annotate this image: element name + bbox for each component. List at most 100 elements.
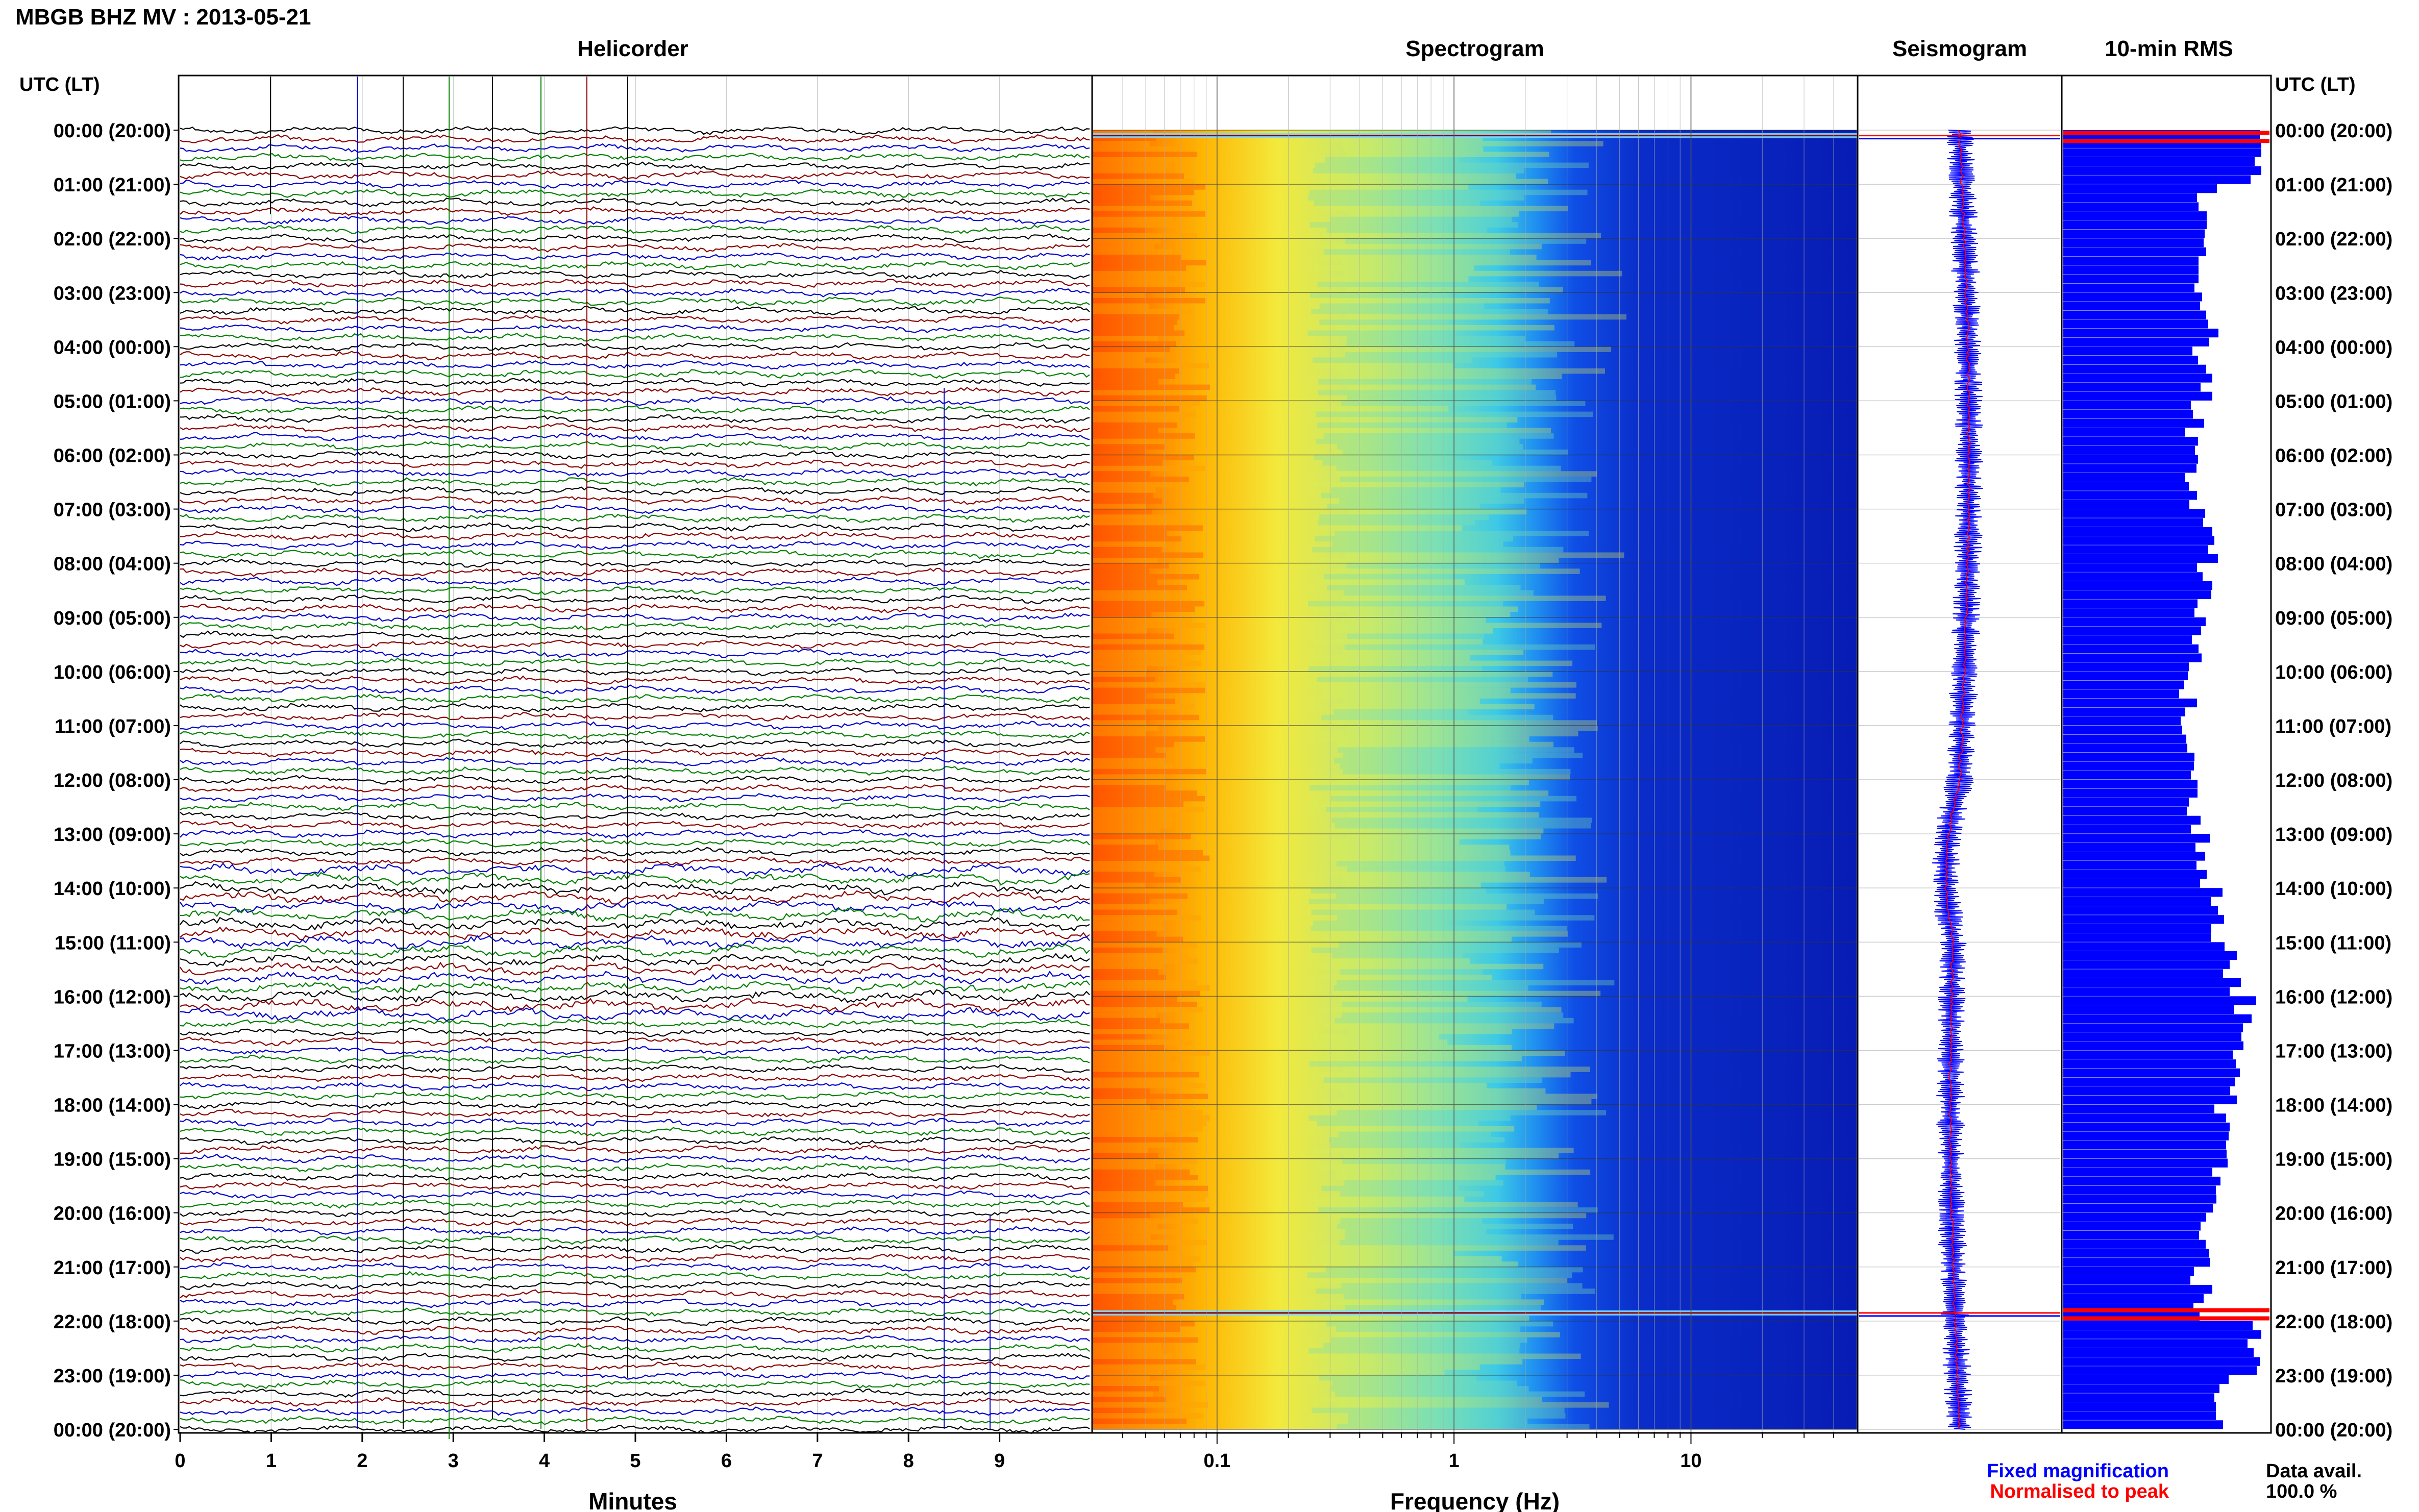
time-label-left: 00:00 (20:00) [54,1420,171,1441]
spectrogram-row [1093,861,1175,866]
rms-bar [2063,716,2181,726]
station-title: MBGB BHZ MV : 2013-05-21 [15,5,311,30]
spectrogram-row [1328,872,1530,877]
spectrogram-row [1343,1067,1590,1072]
helicorder-trace-line [180,296,1090,307]
time-label-right: 13:00 (09:00) [2275,824,2392,846]
spectrogram-row [1345,352,1558,358]
spectrogram-row [1322,1202,1578,1207]
spectrogram-row [1093,541,1166,547]
spectrogram-row [1322,243,1542,250]
spectrogram-row [1344,146,1484,152]
spectrogram-row [1093,471,1150,477]
spectrogram-row [1342,1001,1542,1007]
rms-bar [2063,319,2208,329]
spectrogram-row [1093,368,1179,374]
spectrogram-row [1093,763,1174,769]
spectrogram-row [1325,828,1544,834]
time-label-right: 03:00 (23:00) [2275,283,2392,304]
helicorder-trace-line [180,368,1090,379]
helicorder-trace-line [180,314,1090,325]
spectrogram-row [1335,1175,1496,1180]
helicorder-trace-line [180,738,1090,749]
time-label-left: 03:00 (23:00) [54,283,171,304]
spectrogram-row [1310,780,1529,785]
spectrogram-row [1342,141,1603,146]
spectrogram-row [1309,1348,1520,1354]
spectrogram-row [1321,1364,1480,1370]
spectrogram-row [1347,211,1519,217]
helicorder-trace-line [180,1082,1090,1092]
spectrogram-row [1093,985,1210,991]
helicorder-trace-line [180,423,1090,432]
time-label-right: 00:00 (20:00) [2275,1420,2392,1441]
spectrogram-row [1336,893,1598,899]
time-label-left: 18:00 (14:00) [54,1095,171,1117]
spectrogram-row [1310,655,1470,661]
spectrogram-row [1313,1196,1465,1202]
spectrogram-row [1344,1094,1598,1099]
helicorder-trace-line [180,170,1090,180]
spectrogram-row [1093,1137,1198,1143]
spectrogram-row [1317,282,1539,287]
spectrogram-row [1347,866,1505,872]
helicorder-trace-line [180,998,1090,1013]
spectrogram-row [1093,780,1164,785]
spectrogram-row [1093,1380,1205,1386]
spectrogram-row [1093,162,1170,168]
rms-bar [2063,1014,2252,1023]
spectrogram-row [1332,1380,1517,1386]
rms-bar [2063,617,2206,626]
spectrogram-row [1093,1202,1183,1207]
spectrogram-row [1093,574,1199,580]
spectrogram-row [1346,341,1575,347]
time-label-left: 13:00 (09:00) [54,824,171,846]
spectrogram-row [1093,882,1145,888]
spectrogram-row [1310,785,1511,791]
spectrogram-row [1093,1397,1166,1402]
spectrogram-row [1323,433,1554,439]
helicorder-trace-line [180,639,1090,649]
spectrogram-row [1093,623,1205,628]
helicorder-trace-line [180,180,1090,189]
rms-bar [2063,870,2207,879]
helicorder-trace-line [180,1153,1090,1164]
rms-bar [2063,374,2212,383]
helicorder-trace-line [180,1253,1090,1263]
spectrogram-row [1321,1099,1592,1105]
minute-tick-label: 4 [539,1450,550,1472]
spectrogram-row [1093,1153,1158,1159]
spectrogram-row [1093,552,1203,558]
spectrogram-row [1093,189,1194,195]
time-label-left: 16:00 (12:00) [54,986,171,1008]
spectrogram-row [1334,1126,1515,1132]
spectrogram-row [1342,260,1592,266]
spectrogram-row [1093,428,1158,434]
spectrogram-row [1093,1191,1208,1197]
spectrogram-row [1093,817,1174,823]
time-label-left: 14:00 (10:00) [54,878,171,900]
rms-bar [2063,1276,2190,1285]
rms-bar [2063,671,2188,680]
rms-bar [2063,1402,2216,1411]
spectrogram-row [1323,525,1462,531]
helicorder-trace-line [180,926,1090,940]
time-label-left: 02:00 (22:00) [54,229,171,250]
helicorder-trace-line [180,134,1090,144]
spectrogram-row [1093,519,1189,526]
data-avail-value: 100.0 % [2266,1481,2337,1502]
spectrogram-row [1317,519,1475,526]
spectrogram-row [1093,1207,1210,1213]
spectrogram-row [1340,1191,1484,1197]
spectrogram-row [1344,882,1481,888]
rms-bar [2063,473,2185,482]
spectrogram-row [1093,487,1156,493]
helicorder-trace-line [180,820,1090,830]
spectrogram-row [1093,330,1184,336]
helicorder-trace-line [180,1046,1090,1055]
helicorder-trace-line [180,899,1090,913]
spectrogram-row [1093,298,1205,304]
spectrogram-row [1348,1418,1528,1424]
frequency-tick-label: 1 [1449,1450,1460,1472]
spectrogram-row [1346,725,1598,731]
